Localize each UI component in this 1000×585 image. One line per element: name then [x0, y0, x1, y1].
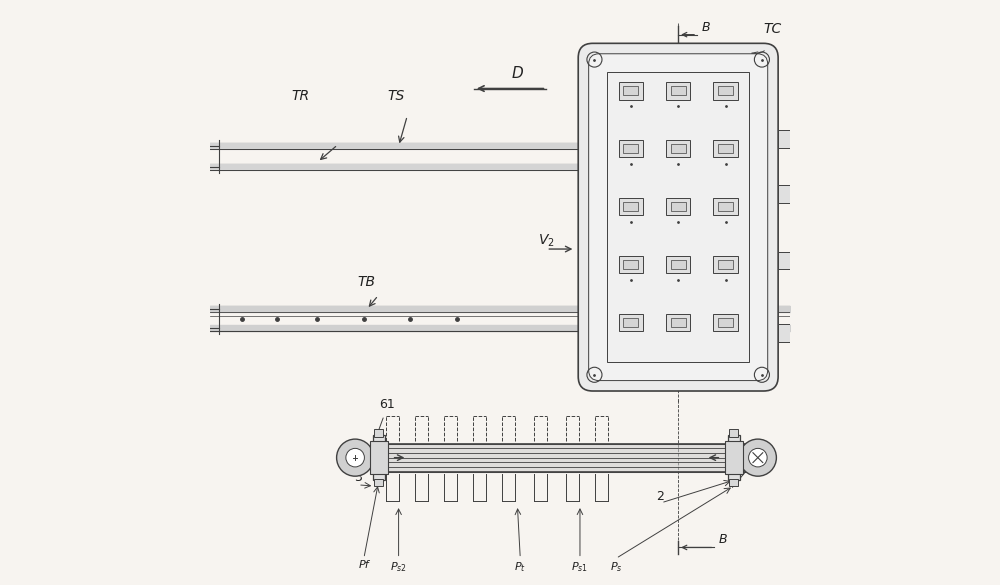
- Bar: [619, 256, 643, 273]
- Text: 6: 6: [727, 477, 735, 490]
- Text: TB: TB: [358, 274, 376, 288]
- Bar: [619, 314, 643, 331]
- Text: B: B: [719, 534, 728, 546]
- Text: TR: TR: [291, 89, 309, 103]
- Bar: [718, 87, 733, 95]
- Bar: [728, 435, 740, 480]
- Bar: [713, 140, 738, 157]
- Circle shape: [346, 448, 364, 467]
- Text: TC: TC: [764, 22, 782, 36]
- Text: D: D: [512, 66, 523, 81]
- Bar: [623, 87, 638, 95]
- Bar: [374, 429, 383, 437]
- Bar: [778, 252, 798, 269]
- Bar: [713, 256, 738, 273]
- Bar: [666, 314, 690, 331]
- Text: B: B: [702, 20, 710, 33]
- Bar: [778, 130, 798, 147]
- Bar: [713, 198, 738, 215]
- Bar: [623, 260, 638, 269]
- Bar: [370, 441, 388, 474]
- Bar: [671, 144, 686, 153]
- Bar: [778, 185, 798, 202]
- Bar: [671, 87, 686, 95]
- Text: $P_{s1}$: $P_{s1}$: [571, 560, 588, 574]
- Bar: [607, 73, 749, 362]
- Text: $P_s$: $P_s$: [610, 560, 622, 574]
- FancyBboxPatch shape: [589, 54, 768, 381]
- Bar: [373, 435, 385, 480]
- Text: 61: 61: [379, 398, 395, 411]
- Text: 3: 3: [354, 471, 362, 484]
- Bar: [671, 260, 686, 269]
- Bar: [619, 82, 643, 99]
- Bar: [623, 144, 638, 153]
- Text: Pf: Pf: [359, 560, 369, 570]
- Bar: [666, 140, 690, 157]
- Bar: [666, 82, 690, 99]
- Bar: [671, 318, 686, 327]
- Bar: [619, 140, 643, 157]
- Bar: [374, 479, 383, 486]
- Bar: [623, 202, 638, 211]
- Bar: [718, 318, 733, 327]
- Text: $P_t$: $P_t$: [514, 560, 526, 574]
- Bar: [623, 318, 638, 327]
- Bar: [713, 314, 738, 331]
- Text: $V_2$: $V_2$: [538, 233, 555, 249]
- Bar: [666, 198, 690, 215]
- Circle shape: [749, 448, 767, 467]
- Text: TS: TS: [387, 89, 404, 103]
- Bar: [671, 202, 686, 211]
- Bar: [718, 202, 733, 211]
- Bar: [729, 429, 738, 437]
- Bar: [718, 144, 733, 153]
- Bar: [666, 256, 690, 273]
- Text: 2: 2: [656, 490, 664, 503]
- Circle shape: [739, 439, 776, 476]
- Text: $P_{s2}$: $P_{s2}$: [390, 560, 407, 574]
- Circle shape: [337, 439, 374, 476]
- Bar: [718, 260, 733, 269]
- Bar: [619, 198, 643, 215]
- Bar: [729, 479, 738, 486]
- Bar: [725, 441, 743, 474]
- Bar: [713, 82, 738, 99]
- FancyBboxPatch shape: [578, 43, 778, 391]
- Bar: [778, 324, 798, 342]
